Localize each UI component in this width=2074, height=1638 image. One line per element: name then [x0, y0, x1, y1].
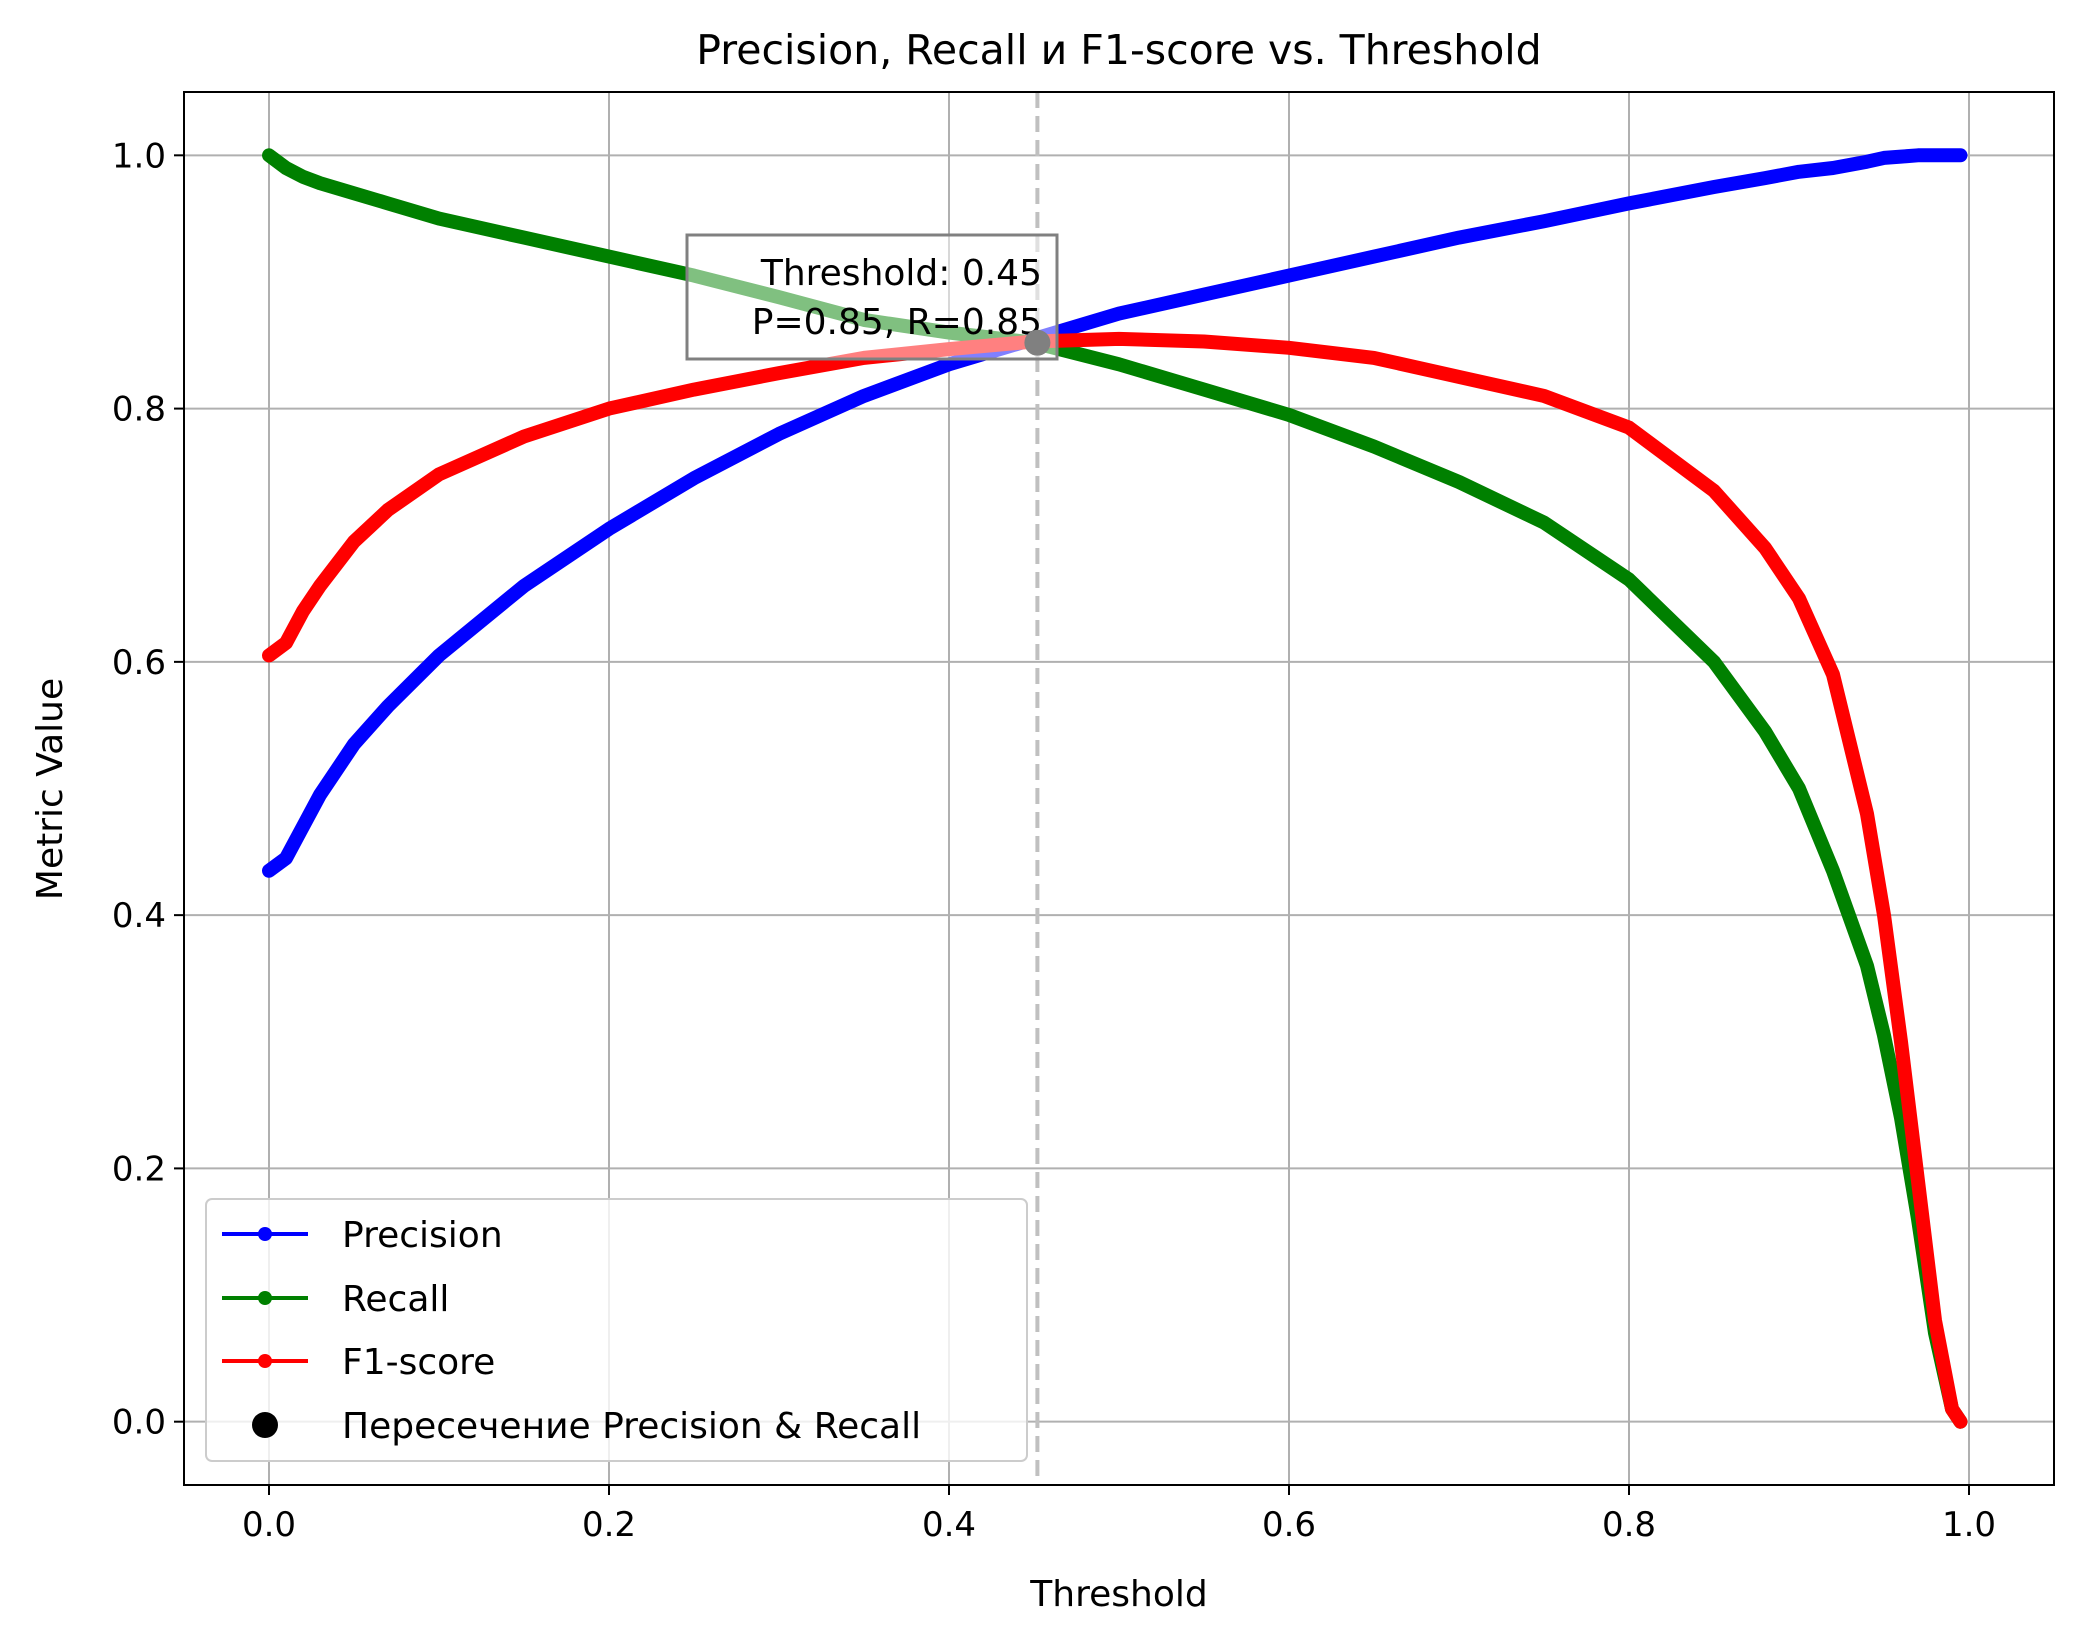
- annotation-line-2: P=0.85, R=0.85: [752, 302, 1042, 343]
- annotation-line-1: Threshold: 0.45: [760, 253, 1042, 294]
- x-tick-label-0: 0.0: [242, 1505, 296, 1545]
- y-axis-label: Metric Value: [30, 678, 71, 900]
- x-tick-label-4: 0.8: [1602, 1505, 1656, 1545]
- legend-marker-recall: [258, 1291, 272, 1305]
- legend-label-precision: Precision: [342, 1215, 503, 1256]
- series-line-recall: [262, 148, 1968, 1429]
- series-lines: [262, 148, 1968, 1429]
- intersection-point: [1024, 329, 1051, 356]
- intersection-point-layer: [1024, 329, 1051, 356]
- x-tick-label-5: 1.0: [1942, 1505, 1996, 1545]
- annotation-box: [685, 233, 1059, 361]
- x-tick-label-1: 0.2: [582, 1505, 636, 1545]
- y-tick-label-0: 0.0: [112, 1403, 166, 1443]
- y-tick-label-2: 0.4: [112, 896, 166, 936]
- legend: Precision Recall F1-score Пересечение Pr…: [205, 1198, 1028, 1462]
- chart-title: Precision, Recall и F1-score vs. Thresho…: [696, 26, 1541, 74]
- x-axis-label: Threshold: [1029, 1574, 1207, 1615]
- y-tick-label-3: 0.6: [112, 643, 166, 683]
- plot-frame: [183, 91, 2055, 1486]
- legend-label-intersection: Пересечение Precision & Recall: [342, 1406, 921, 1447]
- legend-label-f1: F1-score: [342, 1342, 495, 1383]
- legend-box: [205, 1198, 1028, 1462]
- series-line-f1: [262, 331, 1968, 1429]
- axis-ticks: 0.0 0.2 0.4 0.6 0.8 1.0 0.0 0.2 0.4 0.6 0.8 1.0: [112, 136, 1996, 1545]
- y-tick-label-5: 1.0: [112, 136, 166, 176]
- legend-marker-intersection: [252, 1412, 278, 1438]
- grid: [184, 92, 2054, 1485]
- legend-marker-f1: [258, 1354, 272, 1368]
- legend-marker-precision: [258, 1227, 272, 1241]
- x-tick-label-2: 0.4: [922, 1505, 976, 1545]
- legend-label-recall: Recall: [342, 1279, 449, 1320]
- y-tick-label-1: 0.2: [112, 1149, 166, 1189]
- annotation: Threshold: 0.45 P=0.85, R=0.85: [685, 233, 1059, 361]
- series-line-precision: [262, 148, 1968, 878]
- x-tick-label-3: 0.6: [1262, 1505, 1316, 1545]
- y-tick-label-4: 0.8: [112, 390, 166, 430]
